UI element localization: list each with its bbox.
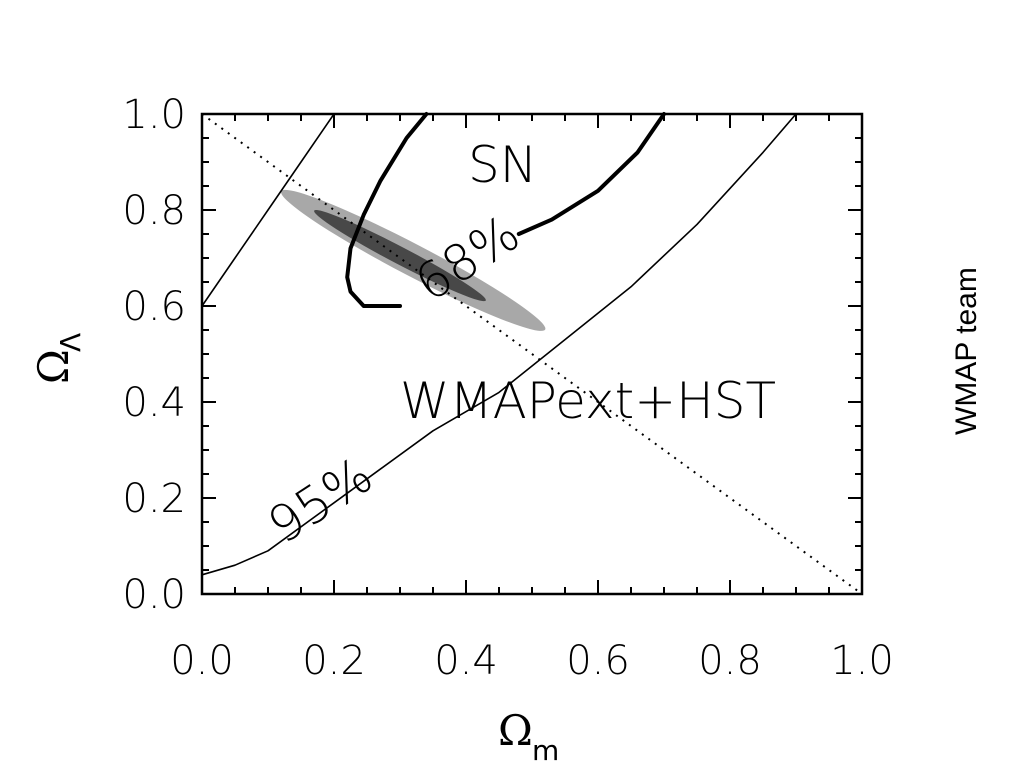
contour-label-95: 95%	[258, 446, 383, 555]
contour-lines	[201, 112, 863, 595]
y-axis-label: Ω Λ	[29, 333, 87, 384]
svg-text:Ω: Ω	[498, 706, 533, 755]
x-tick-label: 0.0	[170, 638, 234, 684]
svg-text:m: m	[532, 734, 559, 767]
credit-text: WMAP team	[950, 267, 983, 435]
sn-contour-95-segment-1	[201, 113, 335, 307]
x-tick-label: 1.0	[830, 638, 894, 684]
svg-text:Λ: Λ	[54, 333, 87, 352]
x-tick-label: 0.2	[302, 638, 366, 684]
x-tick-label: 0.6	[566, 638, 630, 684]
x-axis-label: Ω m	[498, 706, 559, 767]
x-tick-label: 0.8	[698, 638, 762, 684]
y-tick-label: 1.0	[122, 92, 186, 138]
y-tick-label: 0.8	[122, 188, 186, 234]
y-tick-label: 0.2	[122, 476, 186, 522]
tick-labels: 0.0 0.2 0.4 0.6 0.8 1.0 0.0 0.2 0.4 0.6 0.8 1.0	[122, 92, 893, 684]
wmap-label: WMAPext+HST	[400, 372, 776, 430]
x-tick-label: 0.4	[434, 638, 498, 684]
y-tick-label: 0.6	[122, 284, 186, 330]
axis-ticks	[201, 113, 863, 595]
svg-text:Ω: Ω	[29, 349, 78, 384]
y-tick-label: 0.4	[122, 380, 186, 426]
sn-contour-95-segment-2	[201, 113, 797, 576]
sn-label: SN	[468, 136, 537, 194]
flat-universe-line	[201, 113, 863, 595]
sn-contour-68-segment-2	[516, 112, 666, 236]
y-tick-label: 0.0	[122, 572, 186, 618]
sn-contour-68-segment-1	[345, 112, 429, 308]
